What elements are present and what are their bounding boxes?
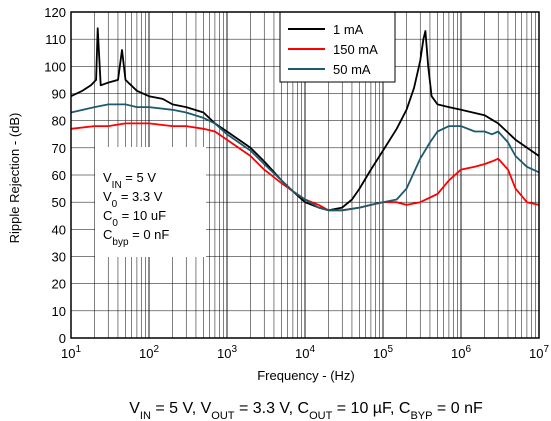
y-tick-label: 60 xyxy=(52,168,66,183)
chart-caption: VIN = 5 V, VOUT = 3.3 V, COUT = 10 µF, C… xyxy=(129,400,483,421)
condition-line: C0 = 10 uF xyxy=(103,208,166,229)
legend-entry: 150 mA xyxy=(333,42,378,57)
condition-line: VIN = 5 V xyxy=(103,170,156,191)
x-axis-label: Frequency - (Hz) xyxy=(257,368,355,383)
y-tick-label: 50 xyxy=(52,195,66,210)
x-tick-label: 107 xyxy=(529,344,549,361)
x-axis-ticks: 101 102 103 104 105 106 107 xyxy=(61,344,549,361)
y-tick-label: 80 xyxy=(52,114,66,129)
x-tick-label: 102 xyxy=(139,344,159,361)
y-tick-label: 120 xyxy=(44,5,66,20)
series-line-2 xyxy=(70,103,540,212)
y-axis-label: Ripple Rejection - (dB) xyxy=(7,113,22,244)
condition-line: Cbyp = 0 nF xyxy=(103,227,169,248)
y-tick-label: 10 xyxy=(52,304,66,319)
legend-box xyxy=(279,11,396,83)
x-tick-label: 104 xyxy=(295,344,315,361)
y-tick-label: 100 xyxy=(44,59,66,74)
plot-frame xyxy=(70,11,540,339)
y-tick-label: 30 xyxy=(52,250,66,265)
condition-line: V0 = 3.3 V xyxy=(103,189,163,210)
y-tick-label: 20 xyxy=(52,277,66,292)
x-tick-label: 106 xyxy=(451,344,471,361)
legend-entry: 1 mA xyxy=(333,22,364,37)
x-tick-label: 101 xyxy=(61,344,81,361)
series-layer xyxy=(70,27,540,212)
legend: 1 mA 150 mA 50 mA xyxy=(279,11,396,83)
y-tick-label: 110 xyxy=(45,32,66,47)
y-tick-label: 0 xyxy=(59,331,66,346)
y-axis-ticks: 0 10 20 30 40 50 60 70 80 90 100 110 120 xyxy=(44,5,66,346)
x-tick-label: 103 xyxy=(217,344,237,361)
y-tick-label: 90 xyxy=(52,87,66,102)
conditions-box-background xyxy=(95,147,206,257)
x-tick-label: 105 xyxy=(373,344,393,361)
series-line-0 xyxy=(70,27,540,212)
y-tick-label: 40 xyxy=(52,222,66,237)
legend-entry: 50 mA xyxy=(333,62,371,77)
y-tick-label: 70 xyxy=(52,141,66,156)
